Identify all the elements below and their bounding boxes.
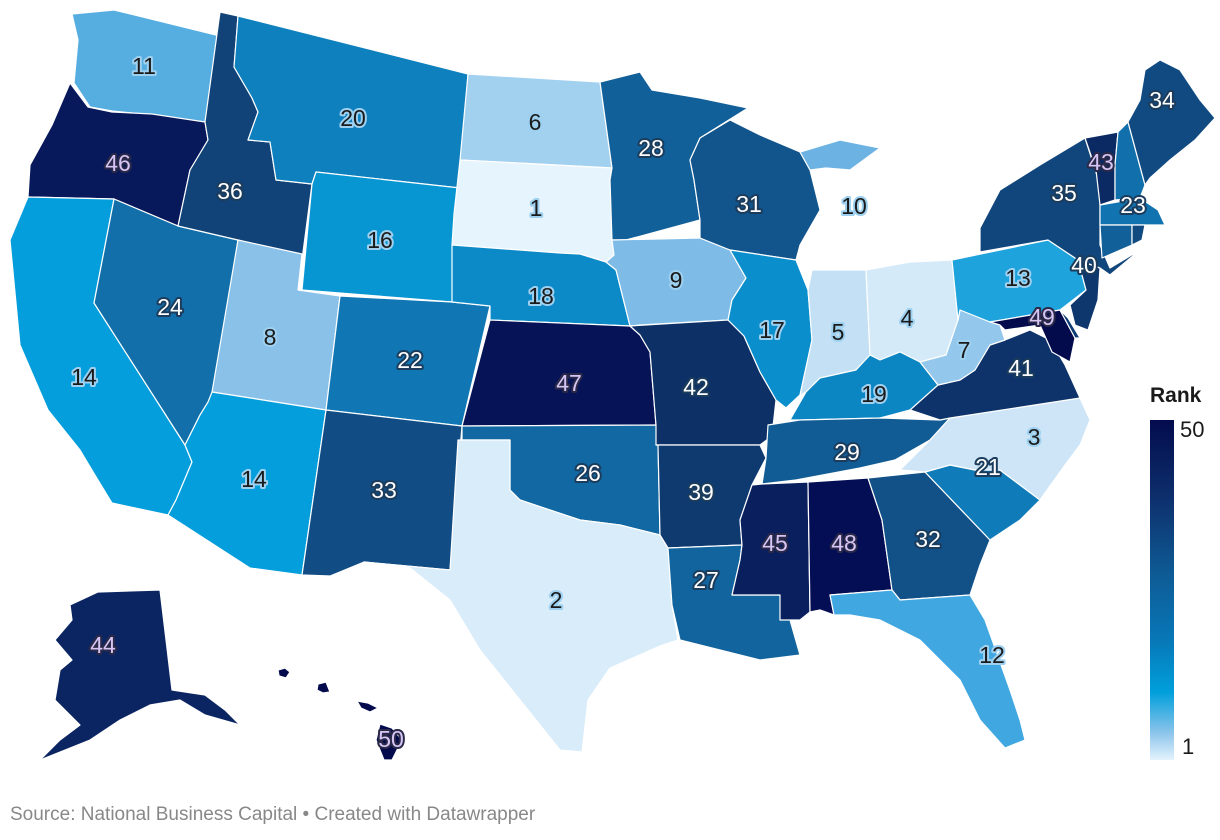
rank-label-ar: 39: [688, 479, 714, 505]
rank-label-sd: 1: [530, 195, 543, 221]
rank-label-az: 14: [241, 466, 267, 492]
rank-label-mn: 28: [638, 135, 664, 161]
state-co[interactable]: [325, 295, 491, 427]
rank-label-pa: 13: [1005, 265, 1031, 291]
rank-label-va: 41: [1008, 355, 1034, 381]
rank-label-oh: 4: [901, 305, 914, 331]
us-choropleth-map: 1234567891011121314141617181920212223242…: [9, 9, 1216, 761]
rank-label-or: 46: [105, 150, 131, 176]
rank-label-nv: 24: [157, 294, 183, 320]
rank-label-il: 17: [759, 317, 785, 343]
rank-label-al: 48: [831, 530, 857, 556]
rank-label-id: 36: [217, 178, 243, 204]
rank-label-sc: 21: [975, 454, 1001, 480]
state-nj[interactable]: [1069, 259, 1101, 331]
rank-label-mt: 20: [340, 105, 366, 131]
state-fa[interactable]: [829, 589, 1026, 749]
state-mi[interactable]: [799, 139, 881, 171]
state-ny[interactable]: [979, 137, 1141, 276]
rank-label-wy: 16: [367, 227, 393, 253]
state-nc[interactable]: [899, 397, 1091, 501]
rank-label-nd: 6: [529, 109, 542, 135]
rank-label-co: 22: [397, 347, 423, 373]
rank-label-la: 27: [693, 567, 719, 593]
rank-label-ut: 8: [264, 324, 277, 350]
rank-label-tn: 29: [834, 439, 860, 465]
state-hi-oahu[interactable]: [316, 681, 331, 694]
state-hi-big[interactable]: [375, 723, 403, 761]
rank-label-ma: 23: [1120, 192, 1146, 218]
rank-label-ks: 47: [556, 370, 582, 396]
state-hi-maui[interactable]: [356, 700, 379, 713]
state-wy[interactable]: [301, 171, 461, 303]
rank-label-me: 34: [1149, 87, 1175, 113]
state-ak[interactable]: [39, 589, 246, 761]
state-tx[interactable]: [363, 439, 679, 753]
rank-label-nm: 33: [371, 477, 397, 503]
state-hi-kauai[interactable]: [277, 667, 291, 679]
rank-label-mi: 10: [841, 193, 867, 219]
rank-label-wv: 7: [958, 337, 971, 363]
state-de[interactable]: [1059, 309, 1081, 339]
rank-label-md: 49: [1029, 304, 1055, 330]
rank-label-vt: 43: [1088, 149, 1114, 175]
rank-label-fl: 12: [979, 642, 1005, 668]
rank-label-nj: 40: [1071, 252, 1097, 278]
legend-max-label: 50: [1180, 417, 1205, 442]
rank-label-nc: 3: [1028, 424, 1041, 450]
color-legend: Rank 50 1: [1148, 384, 1212, 764]
source-credit: Source: National Business Capital • Crea…: [10, 804, 536, 825]
rank-label-in: 5: [832, 319, 845, 345]
rank-label-ca: 14: [71, 364, 97, 390]
state-ct[interactable]: [1099, 224, 1133, 259]
state-rank-labels: 1234567891011121314141617181920212223242…: [69, 51, 1177, 754]
rank-label-ga: 32: [915, 526, 941, 552]
rank-label-ia: 9: [670, 267, 683, 293]
state-wi[interactable]: [689, 119, 821, 261]
state-tn[interactable]: [761, 417, 951, 485]
rank-label-ny: 35: [1051, 180, 1077, 206]
rank-label-ne: 18: [528, 283, 554, 309]
state-ri[interactable]: [1131, 224, 1146, 246]
rank-label-hi: 50: [378, 726, 404, 752]
legend-min-label: 1: [1182, 734, 1195, 759]
rank-label-ms: 45: [762, 530, 788, 556]
rank-label-ok: 26: [575, 460, 601, 486]
rank-label-ak: 44: [90, 632, 116, 658]
rank-label-wa: 11: [132, 53, 156, 79]
rank-label-wi: 31: [736, 191, 762, 217]
rank-label-ky: 19: [861, 381, 887, 407]
legend-title: Rank: [1150, 384, 1202, 407]
rank-label-mo: 42: [683, 374, 709, 400]
state-me[interactable]: [1127, 59, 1216, 186]
rank-label-tx: 2: [550, 587, 563, 613]
legend-gradient-bar: [1150, 420, 1174, 760]
